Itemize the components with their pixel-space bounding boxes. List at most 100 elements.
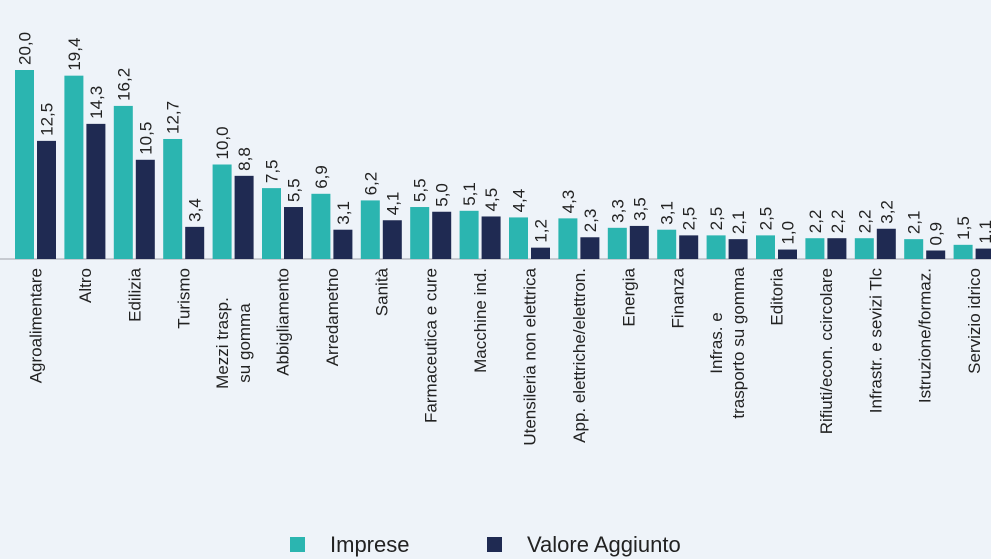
value-label: 3,3 [608,199,627,223]
bar [234,175,254,259]
bar [113,105,133,259]
x-tick-label: App. elettriche/elettron. [570,268,589,443]
value-label: 1,1 [976,220,991,244]
x-tick-label: Edilizia [125,267,144,321]
value-label: 4,5 [482,188,501,212]
bar [481,216,501,259]
x-tick-label: Servizio idrico [965,268,984,374]
bar [64,75,84,259]
value-label: 2,5 [757,207,776,231]
bar [728,239,748,259]
bar [657,229,677,259]
x-tick-label: Infras. e trasporto su gomma [707,267,748,419]
value-label: 8,8 [235,147,254,171]
legend-swatch [290,537,305,552]
legend-swatch [487,537,502,552]
value-label: 20,0 [16,32,35,65]
bar [805,238,825,259]
x-tick-label: Finanza [669,267,688,328]
x-tick-label: Abbigliamento [274,268,293,376]
value-label: 7,5 [263,159,282,183]
bar [86,123,106,260]
bar [311,193,331,259]
x-tick-label: Mezzi trasp. su gomma [213,297,254,389]
value-label: 4,3 [559,190,578,214]
bar [629,225,649,259]
value-label: 2,3 [581,209,600,233]
bar [459,210,479,259]
bar [37,140,56,259]
bar [827,238,847,259]
x-tick-label: Turismo [175,268,194,329]
value-label: 12,7 [164,101,183,134]
value-label: 3,1 [658,201,677,225]
bar [15,70,34,259]
bar [854,238,874,259]
legend-label: Imprese [330,532,409,557]
bar [607,227,627,259]
bar [410,207,430,259]
bar [580,237,600,259]
bar [284,207,303,259]
value-label: 3,2 [877,200,896,224]
x-tick-label: Altro [76,268,95,303]
x-tick-label: Infrastr. e sevizi Tlc [866,268,885,414]
value-label: 14,3 [87,86,106,119]
bar [926,250,946,259]
value-label: 4,1 [383,192,402,216]
value-label: 2,2 [806,210,825,234]
x-tick-label: Rifiuti/econ. ccircolare [817,268,836,434]
bar [262,188,281,259]
bar [382,220,402,259]
x-tick-label: Arredametno [323,268,342,366]
value-label: 10,0 [213,126,232,159]
bar [706,235,726,259]
bar [360,200,380,259]
value-label: 5,5 [285,178,304,202]
bar [185,226,205,259]
value-label: 2,5 [680,207,699,231]
bar [679,235,699,259]
x-tick-label: Macchine ind. [471,268,490,373]
x-tick-label: Farmaceutica e cure [422,268,441,423]
value-label: 2,2 [828,210,847,234]
value-label: 3,5 [630,197,649,221]
bar [778,249,797,259]
value-label: 1,0 [779,221,798,245]
value-label: 5,0 [433,183,452,207]
value-label: 6,9 [312,165,331,189]
value-label: 0,9 [927,222,946,246]
value-label: 3,4 [186,198,205,222]
value-label: 3,1 [334,201,353,225]
value-label: 1,5 [954,216,973,240]
value-label: 19,4 [65,38,84,71]
x-tick-label: Agroalimentare [27,268,46,383]
value-label: 2,2 [855,210,874,234]
bar [876,228,896,259]
value-label: 16,2 [114,68,133,101]
x-tick-label: Utensileria non elettrica [521,267,540,445]
value-label: 6,2 [361,172,380,196]
value-label: 5,1 [460,182,479,206]
bar [904,239,924,259]
bar [509,217,528,259]
value-label: 1,2 [532,219,551,243]
x-tick-label: Sanità [372,267,391,316]
bar [333,229,353,259]
value-label: 10,5 [136,122,155,155]
bar [953,244,973,259]
value-label: 5,5 [411,178,430,202]
value-label: 2,1 [905,211,924,235]
bar [558,218,578,259]
bar [756,235,775,259]
x-tick-label: Energia [619,267,638,326]
bar [212,164,232,259]
legend-label: Valore Aggiunto [527,532,681,557]
bar [163,138,183,259]
bar [975,248,991,259]
bar [531,247,550,259]
x-tick-label: Istruzione/formaz. [916,268,935,403]
value-label: 2,1 [729,211,748,235]
value-label: 4,4 [510,189,529,213]
